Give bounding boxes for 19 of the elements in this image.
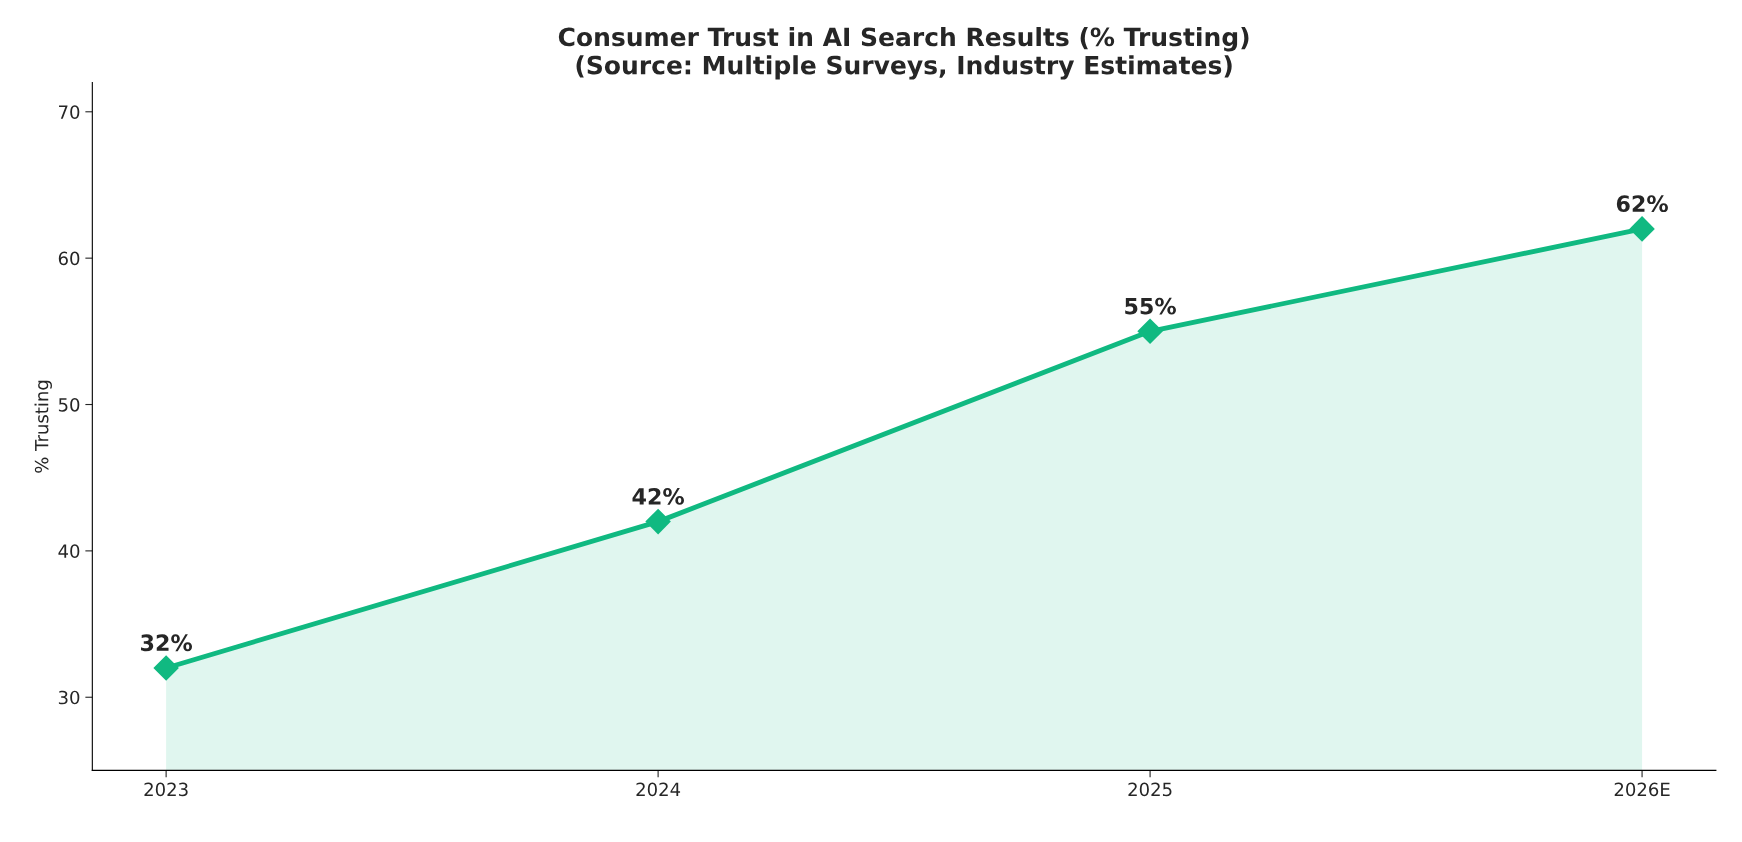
data-label: 62% <box>1616 195 1668 213</box>
point <box>1137 318 1163 345</box>
x-tick-label: 2024 <box>636 782 681 797</box>
y-axis-title: % Trusting <box>34 380 52 473</box>
chart-title: Consumer Trust in AI Search Results (% Trusting) (Source: Multiple Surveys, Industry Estimates) <box>558 27 1249 80</box>
y-tick-label: 70 <box>59 105 80 119</box>
data-label: 55% <box>1125 297 1176 315</box>
y-tick-label: 60 <box>58 251 80 266</box>
y-tick-label: 30 <box>58 690 80 705</box>
y-tick-label: 50 <box>58 397 80 412</box>
x-tick-label: 2026E <box>1614 782 1670 797</box>
point <box>1629 216 1655 242</box>
point <box>645 508 671 535</box>
x-tick-label: 2025 <box>1128 782 1172 797</box>
x-tick-label: 2023 <box>144 782 188 797</box>
data-label: 42% <box>632 488 684 505</box>
point <box>153 655 179 681</box>
data-label: 32% <box>141 634 193 652</box>
y-tick-label: 40 <box>58 544 80 558</box>
